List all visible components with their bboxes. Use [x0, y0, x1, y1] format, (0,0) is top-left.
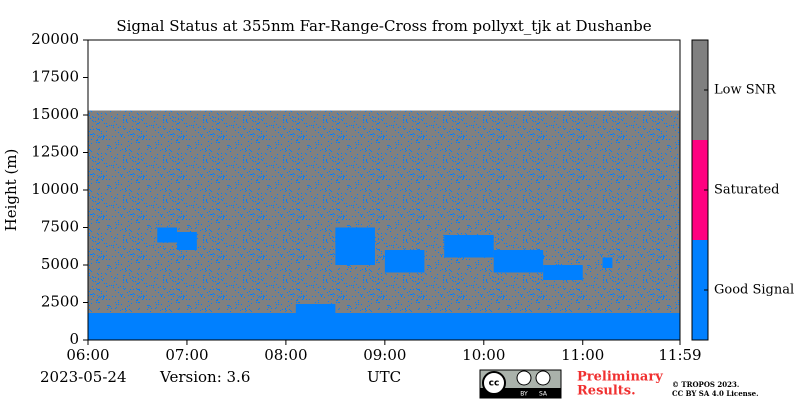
copyright: © TROPOS 2023. [672, 380, 739, 389]
status-region [177, 232, 197, 250]
y-axis-label: Height (m) [2, 149, 20, 232]
y-tick-label: 5000 [41, 255, 79, 273]
status-region [602, 257, 613, 268]
colorbar-segment [692, 140, 708, 240]
status-region [295, 304, 336, 313]
y-tick-label: 20000 [31, 30, 79, 48]
colorbar-label: Low SNR [714, 83, 777, 98]
status-region [493, 250, 544, 273]
x-tick-label: 10:00 [462, 346, 505, 364]
status-region [157, 227, 178, 243]
svg-text:cc: cc [489, 379, 500, 389]
colorbar-segment [692, 40, 708, 140]
status-texture [88, 110, 680, 340]
notice: Results. [577, 384, 636, 399]
y-tick-label: 0 [69, 330, 79, 348]
y-tick-label: 15000 [31, 105, 79, 123]
status-region [384, 250, 425, 273]
x-tick-label: 09:00 [363, 346, 406, 364]
colorbar-segment [692, 240, 708, 340]
cc-logo: cc BY SA [479, 369, 562, 399]
status-region [444, 235, 494, 258]
y-tick-label: 7500 [41, 218, 79, 236]
x-axis-label: UTC [367, 368, 401, 386]
status-region [335, 227, 375, 265]
colorbar-frame [691, 39, 709, 341]
date: 2023-05-24 [40, 368, 126, 386]
y-tick-label: 12500 [31, 143, 79, 161]
y-tick-label: 10000 [31, 180, 79, 198]
status-region [543, 265, 583, 280]
svg-text:BY: BY [520, 391, 528, 398]
status-region [88, 313, 680, 340]
version: Version: 3.6 [159, 368, 250, 386]
notice: Preliminary [577, 370, 663, 385]
colorbar-label: Saturated [714, 183, 779, 198]
x-tick-label: 07:00 [165, 346, 208, 364]
license: CC BY SA 4.0 License. [672, 389, 759, 398]
y-tick-label: 2500 [41, 293, 79, 311]
x-tick-label: 11:59 [658, 346, 701, 364]
y-tick-label: 17500 [31, 68, 79, 86]
x-tick-label: 11:00 [561, 346, 604, 364]
x-tick-label: 06:00 [66, 346, 109, 364]
colorbar-label: Good Signal [714, 283, 794, 298]
svg-text:SA: SA [539, 391, 548, 398]
chart-title: Signal Status at 355nm Far-Range-Cross f… [116, 17, 651, 35]
x-tick-label: 08:00 [264, 346, 307, 364]
